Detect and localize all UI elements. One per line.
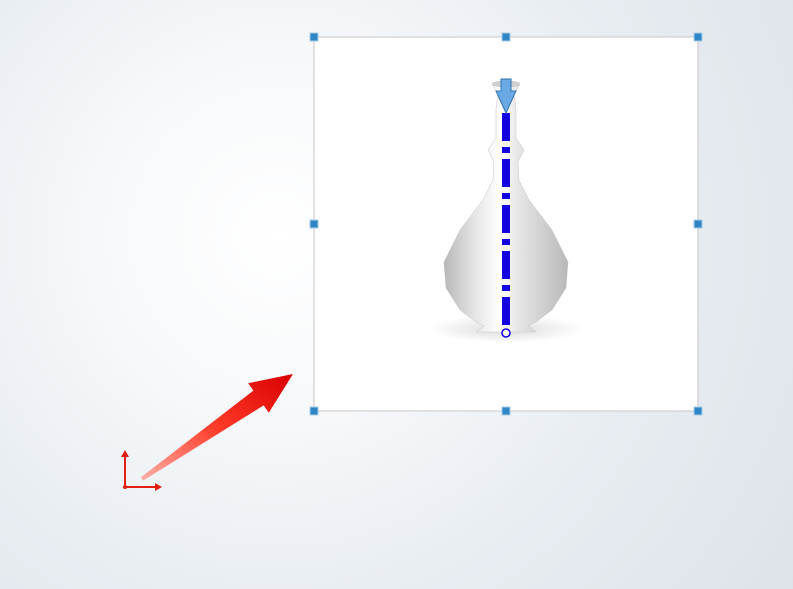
selection-handle[interactable] [310, 220, 318, 228]
selection-handle[interactable] [310, 407, 318, 415]
selection-handle[interactable] [502, 407, 510, 415]
annotation-arrow [141, 374, 293, 481]
selection-handle[interactable] [310, 33, 318, 41]
selection-handle[interactable] [694, 33, 702, 41]
cad-viewport[interactable] [0, 0, 793, 589]
canvas [0, 0, 793, 589]
selection-handle[interactable] [694, 407, 702, 415]
selection-handle[interactable] [502, 33, 510, 41]
axis-endpoint[interactable] [502, 329, 510, 337]
selection-handle[interactable] [694, 220, 702, 228]
